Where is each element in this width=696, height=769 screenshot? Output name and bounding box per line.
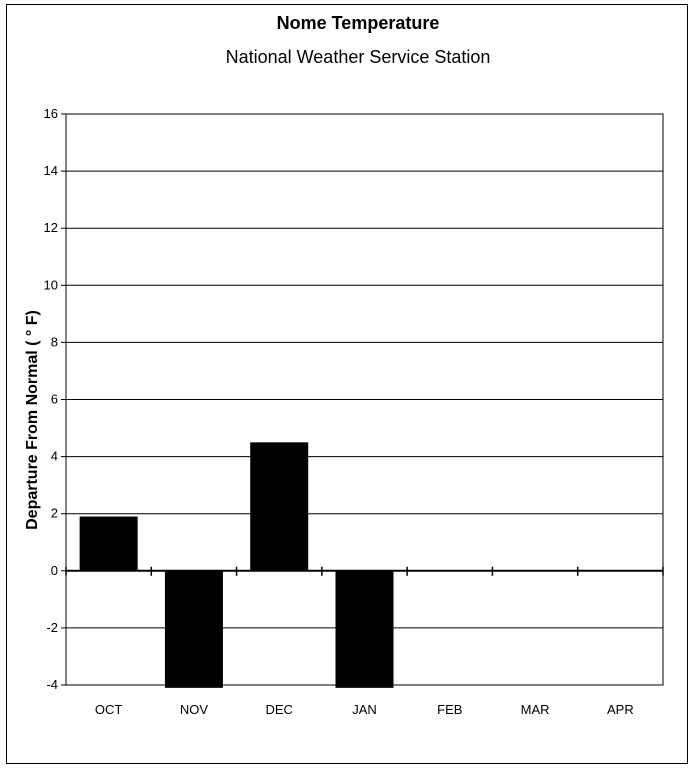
x-tick-label: OCT (95, 702, 123, 717)
y-tick-label: 0 (51, 563, 58, 578)
bar-oct (79, 516, 138, 571)
y-tick-label: 14 (44, 163, 58, 178)
x-tick-label: DEC (265, 702, 292, 717)
y-tick-label: 2 (51, 506, 58, 521)
y-tick-label: -2 (46, 620, 58, 635)
chart-subtitle: National Weather Service Station (226, 47, 491, 67)
bar-nov (164, 570, 223, 688)
y-tick-label: -4 (46, 677, 58, 692)
bar-dec (250, 442, 309, 571)
y-tick-label: 10 (44, 277, 58, 292)
x-tick-label: MAR (521, 702, 550, 717)
x-tick-label: FEB (437, 702, 462, 717)
y-tick-label: 12 (44, 220, 58, 235)
chart-title: Nome Temperature (277, 13, 440, 33)
ticks-layer: -4 -2 0 2 4 6 8 10 12 14 16 OCT NOV DEC JAN FEB MAR APR (44, 106, 634, 717)
x-tick-label: APR (607, 702, 634, 717)
x-tick-label: JAN (352, 702, 377, 717)
x-tick-label: NOV (180, 702, 209, 717)
y-tick-label: 16 (44, 106, 58, 121)
bars-layer (79, 442, 394, 688)
y-tick-label: 6 (51, 392, 58, 407)
y-tick-label: 4 (51, 449, 58, 464)
y-tick-label: 8 (51, 334, 58, 349)
y-axis-label: Departure From Normal ( ° F) (24, 310, 41, 530)
bar-jan (335, 570, 394, 688)
axes-layer (65, 566, 664, 576)
